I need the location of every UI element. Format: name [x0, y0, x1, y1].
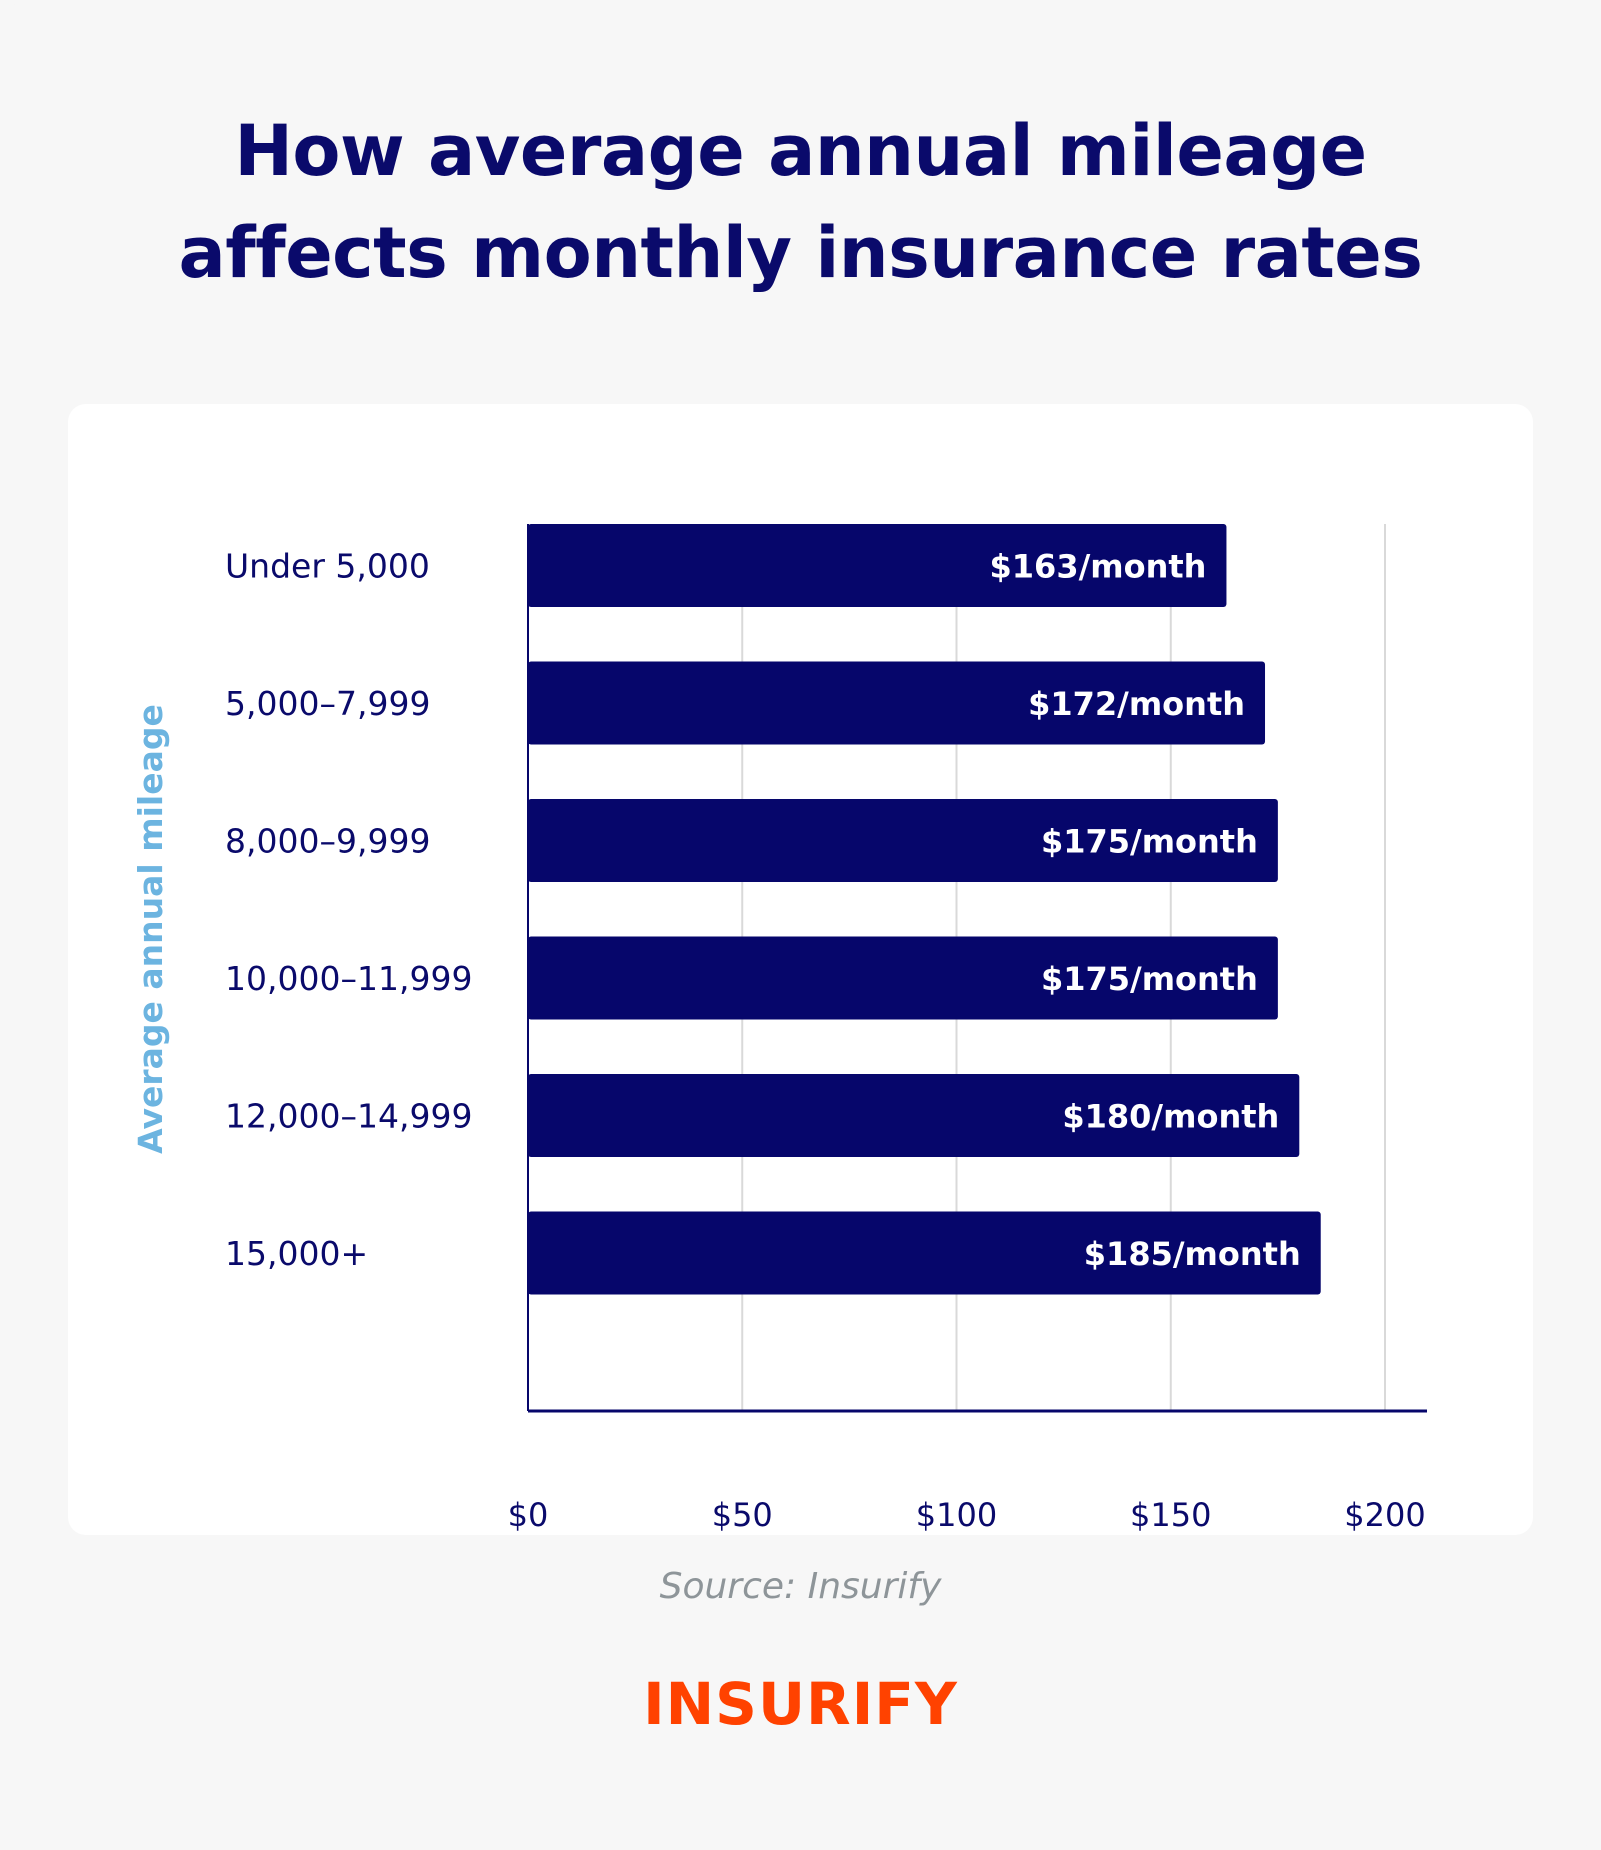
bar-data-label: $175/month	[1041, 960, 1258, 998]
bar	[528, 1074, 1300, 1157]
bar	[528, 1211, 1321, 1295]
category-label: 8,000–9,999	[225, 822, 430, 861]
bar-data-label: $172/month	[1028, 685, 1245, 723]
bar	[528, 936, 1278, 1020]
x-tick-label: $0	[508, 1496, 549, 1534]
x-tick-label: $150	[1130, 1496, 1211, 1534]
bar-data-label: $180/month	[1062, 1098, 1279, 1136]
bar-data-label: $175/month	[1041, 823, 1258, 861]
category-label: 12,000–14,999	[225, 1097, 472, 1136]
bar-data-label: $163/month	[990, 548, 1207, 586]
insurify-logo: INSURIFY	[643, 1670, 958, 1738]
category-label: 10,000–11,999	[225, 959, 472, 998]
bar	[528, 661, 1266, 745]
title-line-2: affects monthly insurance rates	[178, 212, 1423, 294]
bar-data-label: $185/month	[1084, 1235, 1301, 1273]
bar	[528, 524, 1227, 607]
x-tick-label: $100	[916, 1496, 997, 1534]
category-label: 5,000–7,999	[225, 684, 430, 723]
chart-title: How average annual mileage affects month…	[0, 100, 1601, 304]
category-label: Under 5,000	[225, 547, 430, 586]
bar	[528, 799, 1278, 882]
title-line-1: How average annual mileage	[234, 110, 1367, 192]
y-axis-label: Average annual mileage	[131, 704, 170, 1154]
x-tick-label: $50	[712, 1496, 773, 1534]
source-note: Source: Insurify	[659, 1566, 942, 1607]
x-tick-label: $200	[1344, 1496, 1425, 1534]
category-label: 15,000+	[225, 1234, 368, 1273]
